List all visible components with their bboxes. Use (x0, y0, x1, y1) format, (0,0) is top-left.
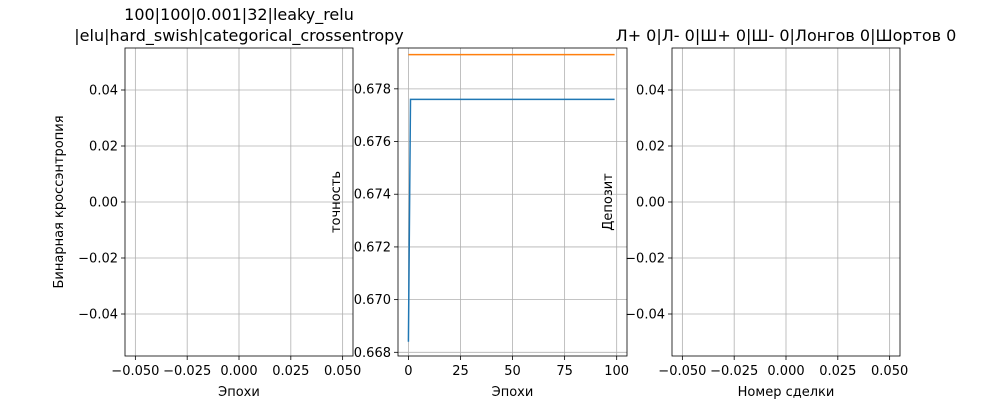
x-tick-label: −0.025 (710, 364, 758, 379)
y-tick-label: 0.674 (354, 188, 391, 203)
x-axis-label: Эпохи (218, 385, 260, 400)
subplot-3: −0.050 −0.025 0.000 0.025 0.050 −0.04 −0.02 0.0… (601, 26, 956, 400)
x-tick-label: −0.050 (658, 364, 706, 379)
subplot-1: −0.050 −0.025 0.000 0.025 0.050 −0.04 −0.02 0.0… (52, 5, 404, 400)
x-tick-label: 100 (604, 364, 629, 379)
y-tick-label: 0.676 (354, 135, 391, 150)
y-tick-label: −0.04 (625, 308, 665, 323)
x-tick-label: 0.000 (220, 364, 257, 379)
x-tick-label: 0.050 (871, 364, 908, 379)
x-axis-label: Эпохи (492, 385, 534, 400)
x-tick-label: 25 (452, 364, 469, 379)
x-tick-label: 0.000 (767, 364, 804, 379)
x-axis-label: Номер сделки (738, 385, 835, 400)
x-tick-label: 0.050 (324, 364, 361, 379)
series-line-1 (407, 98, 615, 342)
y-tick-label: −0.04 (78, 308, 118, 323)
x-tick-label: 75 (556, 364, 573, 379)
x-tick-label: 50 (504, 364, 521, 379)
x-tick-label: 0 (404, 364, 412, 379)
y-tick-label: 0.00 (636, 196, 665, 211)
x-tick-label: 0.025 (819, 364, 856, 379)
y-tick-label: −0.02 (625, 252, 665, 267)
subplot-2: 0 25 50 75 100 0.668 0.670 0.672 0.674 0.676 0.678… (329, 47, 629, 400)
x-tick-label: −0.050 (111, 364, 159, 379)
y-axis-label: Депозит (601, 173, 616, 231)
y-tick-label: 0.672 (354, 240, 391, 255)
chart-title: 100|100|0.001|32|leaky_relu (124, 5, 354, 25)
y-tick-label: 0.668 (354, 346, 391, 361)
y-tick-label: 0.00 (89, 196, 118, 211)
y-tick-label: 0.678 (354, 82, 391, 97)
x-tick-label: −0.025 (163, 364, 211, 379)
y-tick-label: 0.02 (89, 140, 118, 155)
y-tick-label: 0.02 (636, 140, 665, 155)
chart-title: Л+ 0|Л- 0|Ш+ 0|Ш- 0|Лонгов 0|Шортов 0 (616, 26, 957, 45)
y-axis-label: точность (329, 171, 344, 233)
y-tick-label: 0.670 (354, 293, 391, 308)
y-axis-label: Бинарная кроссэнтропия (52, 115, 67, 288)
y-tick-label: −0.02 (78, 252, 118, 267)
y-tick-label: 0.04 (636, 84, 665, 99)
x-tick-label: 0.025 (272, 364, 309, 379)
chart-title: |elu|hard_swish|categorical_crossentropy (74, 26, 403, 46)
y-tick-label: 0.04 (89, 84, 118, 99)
